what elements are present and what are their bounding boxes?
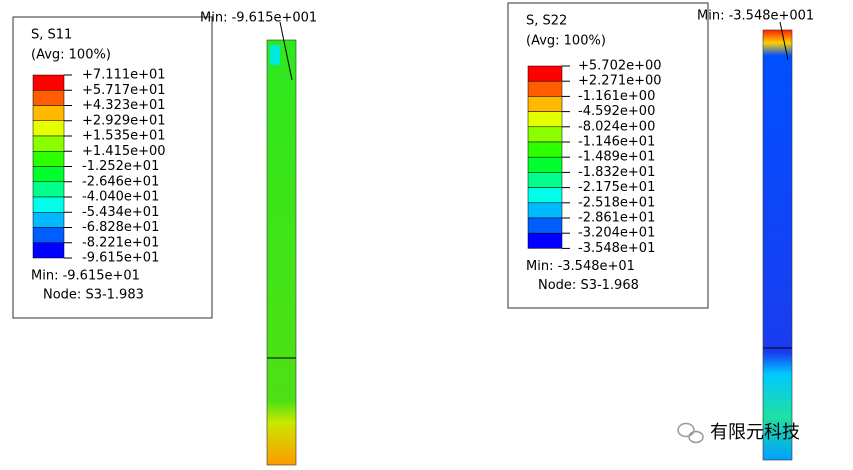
- probe-line: [279, 21, 293, 81]
- legend-level: -1.832e+01: [578, 165, 655, 180]
- legend-swatch: [32, 120, 65, 137]
- legend-swatch: [527, 111, 563, 128]
- legend-level: +2.271e+00: [578, 74, 662, 89]
- legend-swatch: [32, 135, 65, 152]
- legend-avg: (Avg: 100%): [526, 34, 606, 49]
- probe-line: [779, 21, 789, 61]
- legend-swatch: [527, 187, 563, 204]
- legend-node: Node: S3-1.983: [43, 288, 144, 303]
- legend-level: -2.861e+01: [578, 211, 655, 226]
- legend-level: -2.175e+01: [578, 180, 655, 195]
- legend-level: -1.489e+01: [578, 150, 655, 165]
- model-outline: [762, 29, 793, 461]
- legend-level: -4.592e+00: [578, 104, 655, 119]
- legend-swatch: [32, 212, 65, 228]
- legend-min: Min: -3.548e+01: [526, 259, 635, 274]
- legend-avg: (Avg: 100%): [31, 48, 111, 63]
- probe-label: Min: -9.615e+001: [200, 11, 317, 26]
- legend-level: +7.111e+01: [82, 68, 166, 83]
- legend-level: -3.204e+01: [578, 226, 655, 241]
- legend-swatch: [527, 202, 563, 219]
- model-bar: [267, 40, 296, 465]
- legend-level: +1.535e+01: [82, 129, 166, 144]
- legend-swatch: [32, 151, 65, 167]
- legend-title: S, S22: [526, 14, 567, 29]
- legend-level: -1.146e+01: [578, 135, 655, 150]
- legend-level: -2.518e+01: [578, 195, 655, 210]
- legend-swatch: [527, 172, 563, 188]
- legend-level: -9.615e+01: [82, 251, 159, 266]
- legend-min: Min: -9.615e+01: [31, 269, 140, 284]
- legend-swatch: [527, 65, 563, 82]
- legend-swatch: [527, 217, 563, 234]
- legend-level: +1.415e+00: [82, 144, 166, 159]
- legend-level: +2.929e+01: [82, 113, 166, 128]
- legend-swatch: [32, 227, 65, 243]
- legend-level: -5.434e+01: [82, 205, 159, 220]
- legend-swatch: [527, 80, 563, 97]
- legend-level: -8.221e+01: [82, 235, 159, 250]
- legend-level: -4.040e+01: [82, 190, 159, 205]
- model-outline: [266, 39, 297, 466]
- legend-level: -8.024e+00: [578, 119, 655, 134]
- legend-level: -6.828e+01: [82, 220, 159, 235]
- watermark: 有限元科技: [710, 422, 800, 443]
- legend-swatch: [32, 105, 65, 121]
- legend-level: -3.548e+01: [578, 241, 655, 256]
- legend-swatch: [32, 196, 65, 213]
- legend-swatch: [527, 232, 563, 249]
- legend-level: -2.646e+01: [82, 174, 159, 189]
- legend-swatch: [32, 74, 65, 91]
- legend-level: +5.702e+00: [578, 59, 662, 74]
- legend-swatch: [32, 242, 65, 259]
- legend-swatch: [527, 126, 563, 143]
- legend-level: +5.717e+01: [82, 83, 166, 98]
- model-bar: [763, 30, 792, 460]
- legend-swatch: [32, 90, 65, 106]
- legend-level: -1.252e+01: [82, 159, 159, 174]
- probe-label: Min: -3.548e+001: [697, 9, 814, 24]
- legend-swatch: [527, 141, 563, 158]
- legend-title: S, S11: [31, 28, 72, 43]
- legend-level: +4.323e+01: [82, 98, 166, 113]
- legend-swatch: [32, 181, 65, 198]
- legend-swatch: [527, 96, 563, 112]
- legend-node: Node: S3-1.968: [538, 278, 639, 293]
- wechat-icon: [677, 422, 704, 444]
- legend-level: -1.161e+00: [578, 89, 655, 104]
- legend-swatch: [32, 166, 65, 182]
- legend-swatch: [527, 156, 563, 173]
- model-patch: [270, 45, 280, 65]
